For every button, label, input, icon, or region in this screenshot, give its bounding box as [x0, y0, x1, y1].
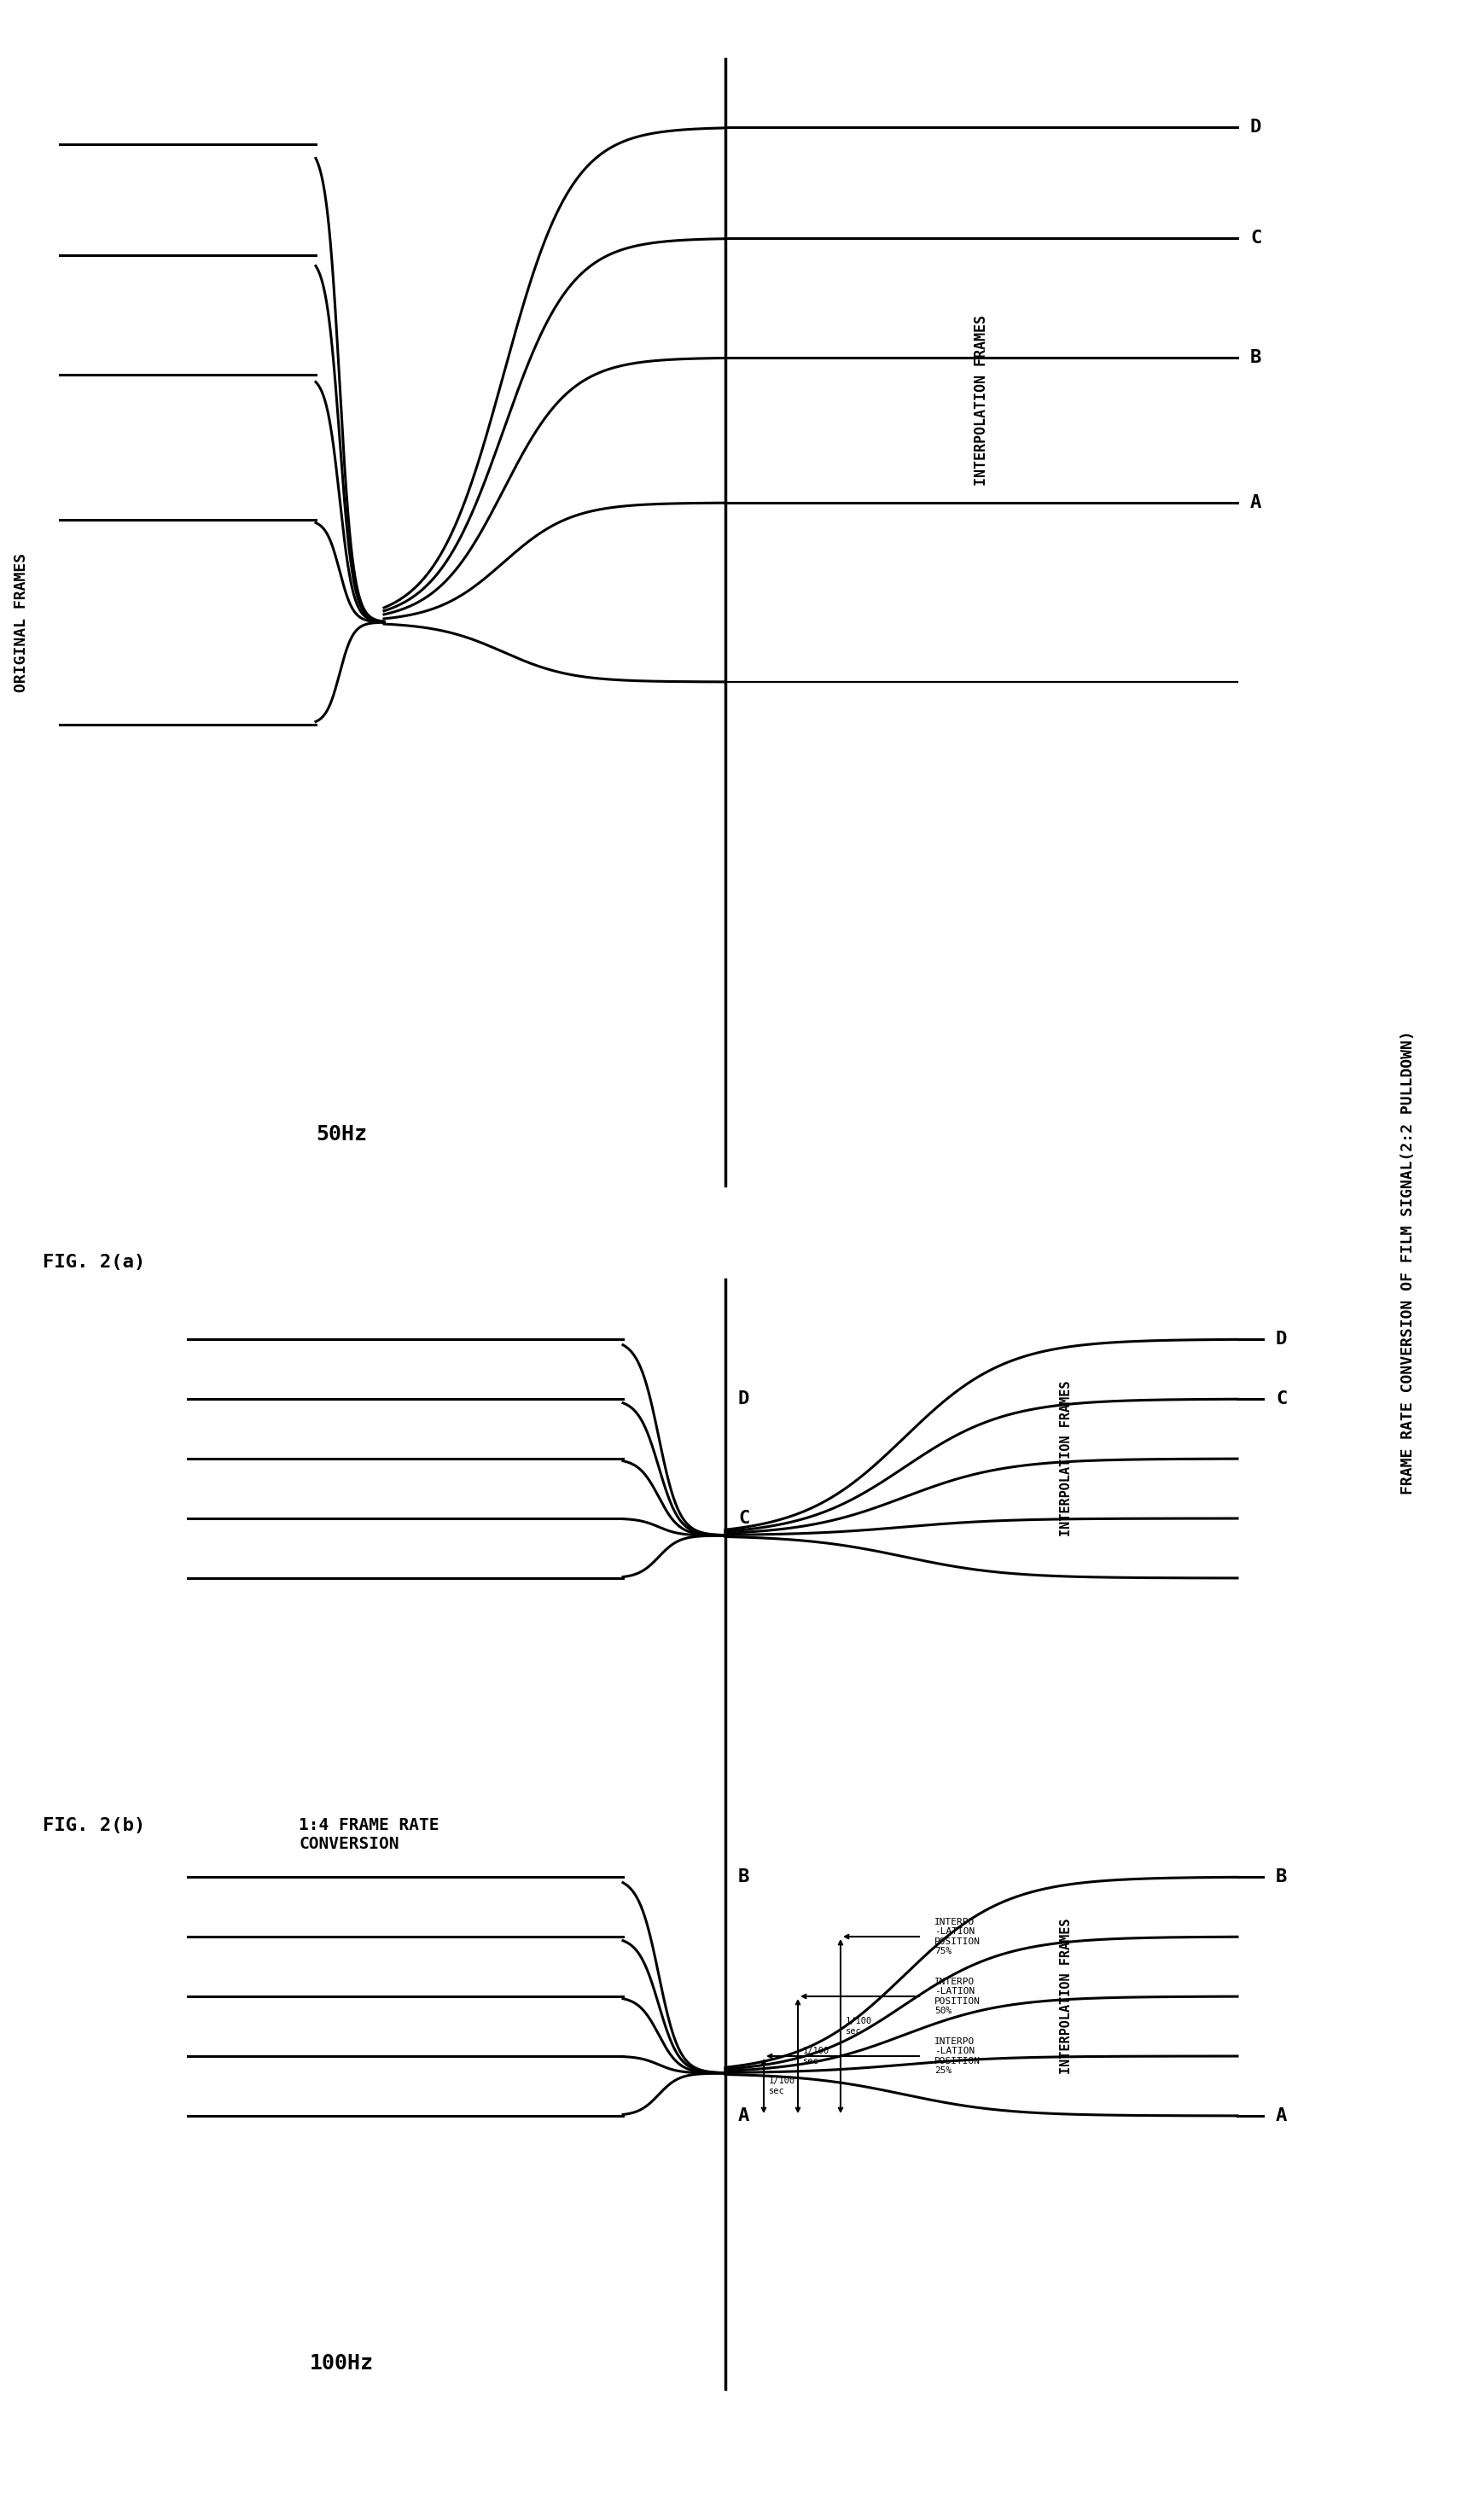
Text: D: D	[1250, 118, 1261, 136]
Text: A: A	[1250, 493, 1261, 511]
Text: FRAME RATE CONVERSION OF FILM SIGNAL(2:2 PULLDOWN): FRAME RATE CONVERSION OF FILM SIGNAL(2:2…	[1399, 1029, 1414, 1495]
Text: 100Hz: 100Hz	[309, 2353, 372, 2374]
Text: C: C	[738, 1510, 749, 1528]
Text: D: D	[738, 1389, 749, 1407]
Text: INTERPOLATION FRAMES: INTERPOLATION FRAMES	[974, 315, 988, 486]
Text: INTERPO
-LATION
POSITION
75%: INTERPO -LATION POSITION 75%	[933, 1918, 979, 1956]
Text: INTERPOLATION FRAMES: INTERPOLATION FRAMES	[1060, 1918, 1073, 2074]
Text: 50Hz: 50Hz	[316, 1125, 367, 1145]
Text: 1/100
sec: 1/100 sec	[803, 2046, 830, 2066]
Text: 1/100
sec: 1/100 sec	[846, 2016, 873, 2036]
Text: 1:4 FRAME RATE
CONVERSION: 1:4 FRAME RATE CONVERSION	[298, 1817, 439, 1853]
Text: C: C	[1250, 229, 1261, 247]
Text: B: B	[1275, 1868, 1287, 1885]
Text: FIG. 2(b): FIG. 2(b)	[43, 1817, 145, 1835]
Text: B: B	[738, 1868, 749, 1885]
Text: 1/100
sec: 1/100 sec	[769, 2077, 795, 2094]
Text: C: C	[1275, 1389, 1287, 1407]
Text: INTERPO
-LATION
POSITION
50%: INTERPO -LATION POSITION 50%	[933, 1978, 979, 2016]
Text: B: B	[1250, 350, 1261, 365]
Text: INTERPO
-LATION
POSITION
25%: INTERPO -LATION POSITION 25%	[933, 2036, 979, 2074]
Text: FIG. 2(a): FIG. 2(a)	[43, 1253, 145, 1271]
Text: D: D	[1275, 1331, 1287, 1347]
Text: ORIGINAL FRAMES: ORIGINAL FRAMES	[13, 554, 30, 692]
Text: A: A	[1275, 2107, 1287, 2124]
Text: A: A	[738, 2107, 749, 2124]
Text: INTERPOLATION FRAMES: INTERPOLATION FRAMES	[1060, 1382, 1073, 1535]
